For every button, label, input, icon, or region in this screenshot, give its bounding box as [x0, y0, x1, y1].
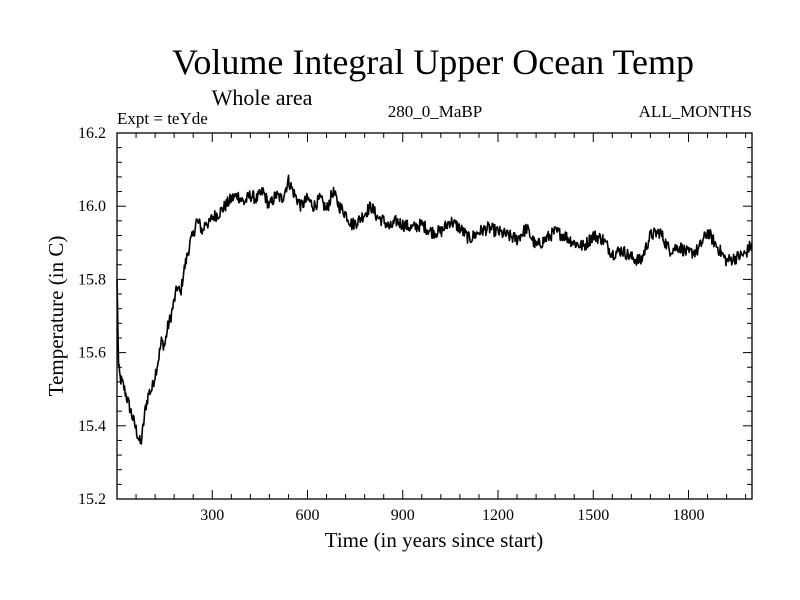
x-axis-label: Time (in years since start)	[325, 528, 544, 552]
chart-subtitle: Whole area	[212, 85, 313, 110]
x-tick-label: 1800	[673, 507, 705, 524]
x-tick-label: 1500	[577, 507, 609, 524]
x-tick-label: 600	[296, 507, 320, 524]
temperature-series-line	[116, 174, 753, 445]
y-tick-label: 15.6	[78, 345, 106, 362]
x-tick-label: 1200	[482, 507, 514, 524]
y-tick-label: 15.4	[78, 418, 106, 435]
experiment-label: Expt = teYde	[117, 109, 208, 128]
y-tick-label: 15.2	[78, 491, 106, 508]
chart-title: Volume Integral Upper Ocean Temp	[172, 42, 694, 82]
axis-ticks	[117, 133, 752, 499]
x-tick-label: 900	[391, 507, 415, 524]
y-tick-labels: 15.2 15.4 15.6 15.8 16.0 16.2	[78, 125, 106, 508]
y-tick-label: 15.8	[78, 271, 106, 288]
x-tick-labels: 300 600 900 1200 1500 1800	[200, 507, 704, 524]
y-axis-label: Temperature (in C)	[44, 236, 68, 397]
months-label: ALL_MONTHS	[639, 102, 752, 121]
period-label: 280_0_MaBP	[388, 102, 482, 121]
plot-frame	[116, 132, 753, 500]
x-tick-label: 300	[200, 507, 224, 524]
y-tick-label: 16.0	[78, 198, 106, 215]
y-tick-label: 16.2	[78, 125, 106, 142]
